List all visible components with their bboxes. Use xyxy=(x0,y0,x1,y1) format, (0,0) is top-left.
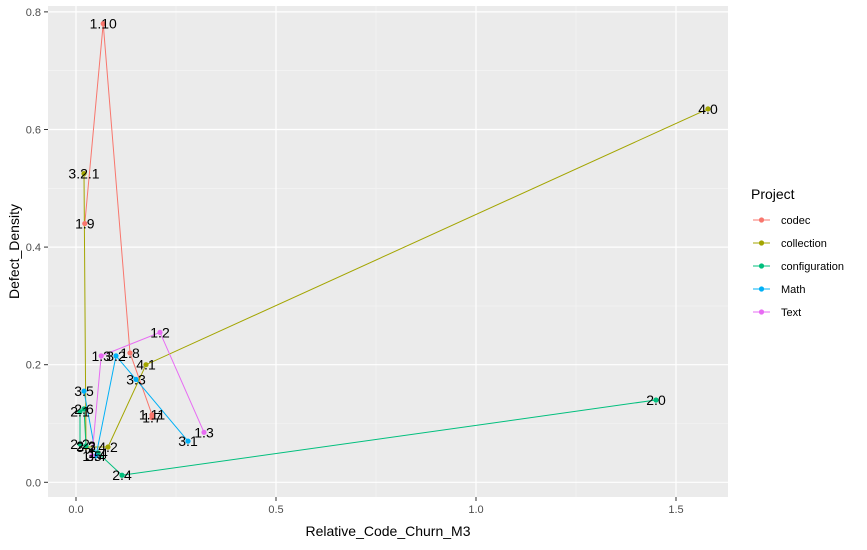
data-point-configuration xyxy=(77,441,83,447)
legend-key-point-configuration xyxy=(758,263,765,269)
data-point-Math xyxy=(81,388,87,394)
plot-panel xyxy=(48,6,728,497)
data-point-Math xyxy=(133,376,139,382)
data-point-codec xyxy=(100,21,106,27)
data-label-configuration: 2.2 xyxy=(70,436,90,452)
legend-key-point-codec xyxy=(758,217,765,223)
data-point-configuration xyxy=(77,409,83,415)
data-label-collection: 3.2.1 xyxy=(68,166,99,182)
legend-label-Text: Text xyxy=(781,307,801,319)
data-label-Text: 1.3 xyxy=(194,424,214,440)
y-tick-label: 0.4 xyxy=(26,242,41,254)
data-point-configuration xyxy=(119,472,125,478)
legend-key-point-collection xyxy=(758,240,765,246)
data-point-Text xyxy=(98,353,104,359)
data-point-collection xyxy=(143,362,149,368)
data-point-collection xyxy=(105,444,111,450)
data-point-codec xyxy=(149,415,155,421)
data-point-Math xyxy=(113,353,119,359)
data-label-Text: 1.5 xyxy=(82,448,102,464)
legend-key-point-Text xyxy=(758,309,765,315)
x-tick-label: 0.5 xyxy=(268,504,283,516)
data-label-collection: 3.2 xyxy=(76,439,96,455)
data-point-Math xyxy=(93,453,99,459)
data-label-codec: 1.8 xyxy=(120,345,140,361)
data-point-codec xyxy=(127,350,133,356)
data-label-collection: 4.0 xyxy=(698,101,718,117)
y-axis-title: Defect_Density xyxy=(6,204,22,299)
axes: 0.0 0.5 1.0 1.5 0.0 0.2 0.4 0.6 0.8 Relative_Code… xyxy=(6,7,684,539)
data-point-collection xyxy=(705,106,711,112)
data-point-Text xyxy=(157,329,163,335)
data-label-configuration: 2.6 xyxy=(74,401,94,417)
data-point-configuration xyxy=(653,397,659,403)
x-tick-label: 1.0 xyxy=(468,504,483,516)
data-label-Math: 3.2 xyxy=(106,348,126,364)
data-label-Math: 3.4 xyxy=(86,448,106,464)
legend-label-configuration: configuration xyxy=(781,261,844,273)
data-label-Math: 3.5 xyxy=(74,383,94,399)
data-label-Text: 1.2 xyxy=(150,324,170,340)
x-axis-title: Relative_Code_Churn_M3 xyxy=(306,523,471,539)
data-label-Math: 3.1 xyxy=(178,433,198,449)
data-point-configuration xyxy=(81,406,87,412)
data-point-codec xyxy=(82,220,88,227)
data-label-codec: 1.7 xyxy=(142,410,162,426)
data-label-Math: 3.3 xyxy=(126,371,146,387)
data-label-codec: 1.11 xyxy=(139,407,165,423)
y-tick-label: 0.6 xyxy=(26,124,41,136)
legend-label-Math: Math xyxy=(781,284,805,296)
data-label-codec: 1.9 xyxy=(75,216,95,232)
data-label-configuration: 2.3 xyxy=(76,438,96,454)
data-point-configuration xyxy=(83,443,89,449)
y-tick-label: 0.8 xyxy=(26,7,41,19)
legend: Project codec collection configuration Math T… xyxy=(751,186,844,319)
legend-title: Project xyxy=(751,186,795,202)
series-line-Text xyxy=(91,331,205,456)
x-tick-label: 0.0 xyxy=(68,504,83,516)
y-tick-label: 0.0 xyxy=(26,477,41,489)
legend-label-collection: collection xyxy=(781,238,827,250)
legend-key-point-Math xyxy=(758,286,765,292)
data-label-configuration: 2.4 xyxy=(112,467,132,483)
data-label-codec: 1.10 xyxy=(90,16,117,32)
data-point-collection xyxy=(81,170,87,177)
x-tick-label: 1.5 xyxy=(668,504,683,516)
data-point-Text xyxy=(201,429,207,435)
data-label-collection: 4.1 xyxy=(136,357,156,373)
data-label-configuration: 2.1 xyxy=(70,404,90,420)
legend-label-codec: codec xyxy=(781,215,811,227)
grid-lines xyxy=(48,6,728,497)
data-label-configuration: 2.0 xyxy=(646,392,666,408)
data-label-configuration: 1.4 xyxy=(88,445,108,461)
data-label-collection: 4.2 xyxy=(98,439,118,455)
data-point-Text xyxy=(89,453,95,459)
data-point-Math xyxy=(185,438,191,444)
data-label-Text: 1.3 xyxy=(91,348,111,364)
series-group: 1.91.101.81.111.74.04.14.23.23.2.12.02.4… xyxy=(68,16,718,484)
y-tick-label: 0.2 xyxy=(26,360,41,372)
